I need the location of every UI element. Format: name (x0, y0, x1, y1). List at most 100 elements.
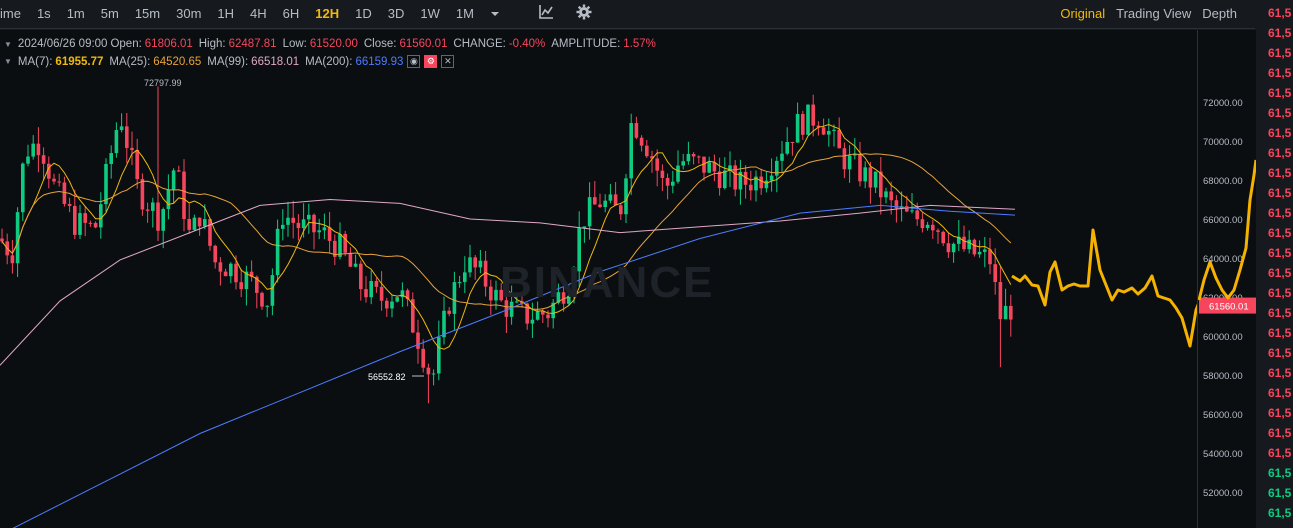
chart-canvas[interactable]: 72797.99 56552.82 (0, 30, 1197, 528)
candle-body (983, 249, 987, 252)
timeframe-15m[interactable]: 15m (134, 6, 161, 21)
candle-body (177, 170, 181, 172)
strip-price: 61,5 (1268, 206, 1292, 220)
candle-body (541, 311, 545, 315)
candle-body (530, 319, 535, 324)
price-tick-label: 68000.00 (1203, 176, 1243, 187)
candle-body (452, 282, 457, 314)
candle-body (291, 217, 295, 223)
tab-original[interactable]: Original (1060, 6, 1106, 21)
timeframe-1m[interactable]: 1M (455, 6, 474, 21)
candlestick-chart[interactable]: 72797.99 56552.82 (0, 30, 1197, 528)
strip-price: 61,5 (1268, 306, 1292, 320)
price-axis[interactable]: 72000.00 70000.00 68000.00 66000.00 64000.00… (1197, 30, 1256, 528)
candle-body (567, 295, 571, 304)
candle-body (619, 205, 623, 215)
toolbar-divider (0, 28, 1255, 29)
candle-body (806, 104, 810, 135)
candle-body (671, 181, 675, 186)
candle-body (925, 224, 930, 229)
candle-body (754, 176, 758, 191)
settings-gear-icon[interactable] (576, 4, 592, 23)
collapse-caret-icon[interactable]: ▼ (4, 39, 12, 49)
candle-body (645, 145, 649, 157)
candle-body (660, 170, 665, 178)
candle-body (842, 148, 847, 170)
candle-body (379, 286, 384, 301)
timeframe-12h[interactable]: 12H (315, 6, 340, 21)
indicator-settings-icon[interactable]: ⚙ (424, 55, 438, 68)
candle-body (151, 202, 155, 211)
candle-body (525, 303, 529, 324)
candle-body (21, 163, 25, 213)
candle-body (301, 219, 306, 229)
candle-body (988, 249, 992, 265)
candle-body (691, 153, 696, 157)
candle-body (145, 209, 150, 211)
collapse-caret-icon[interactable]: ▼ (4, 57, 12, 66)
candle-body (733, 165, 737, 190)
timeframe-30m[interactable]: 30m (176, 6, 202, 21)
tab-trading-view[interactable]: Trading View (1116, 6, 1192, 21)
candle-body (515, 301, 519, 303)
timeframe-1d[interactable]: 1D (355, 6, 372, 21)
candle-body (249, 271, 254, 277)
candle-body (442, 310, 446, 338)
strip-price: 61,5 (1268, 466, 1292, 480)
ma7-value: 61955.77 (55, 55, 104, 68)
candle-body (697, 156, 701, 158)
candle-body (296, 222, 301, 229)
candle-body (1003, 305, 1008, 320)
close-icon[interactable]: ✕ (441, 55, 455, 68)
candle-body (57, 181, 61, 183)
candle-body (421, 348, 425, 368)
candle-body (265, 305, 269, 307)
candle-body (686, 153, 691, 162)
timeframe-1h[interactable]: 1H (217, 6, 235, 21)
candle-body (234, 263, 238, 283)
candle-body (140, 179, 145, 210)
timeframe-5m[interactable]: 5m (100, 6, 119, 21)
candle-body (47, 163, 51, 179)
strip-price: 61,5 (1268, 406, 1292, 420)
candle-body (161, 209, 165, 231)
open-value: 61806.01 (144, 38, 193, 50)
candle-body (494, 289, 498, 301)
candle-body (764, 180, 769, 189)
candle-body (499, 289, 503, 301)
timeframe-ime[interactable]: ime (0, 6, 21, 21)
candle-body (104, 163, 108, 205)
candle-body (650, 156, 654, 159)
candle-body (832, 129, 836, 131)
strip-price: 61,5 (1268, 106, 1292, 120)
candle-body (317, 230, 321, 233)
candle-body (166, 189, 171, 210)
candle-body (322, 227, 327, 231)
candle-body (598, 204, 602, 208)
candle-body (998, 281, 1003, 320)
candle-body (62, 182, 67, 204)
timeframe-4h[interactable]: 4H (250, 6, 267, 21)
candle-body (556, 292, 561, 303)
candle-body (270, 275, 275, 306)
dropdown-caret-icon[interactable] (490, 6, 500, 21)
timeframe-1s[interactable]: 1s (36, 6, 51, 21)
candle-body (785, 142, 789, 154)
change-value: -0.40% (508, 38, 546, 50)
change-label: CHANGE: (453, 38, 506, 50)
candle-body (10, 255, 15, 264)
timeframe-1m[interactable]: 1m (66, 6, 85, 21)
indicator-chart-icon[interactable] (538, 4, 554, 23)
timeframe-6h[interactable]: 6H (282, 6, 300, 21)
candle-body (572, 271, 576, 296)
candle-body (73, 205, 77, 235)
close-label: Close: (363, 38, 397, 50)
candle-body (463, 272, 467, 283)
candle-body (728, 165, 732, 171)
price-tick-label: 52000.00 (1203, 488, 1243, 499)
tab-depth[interactable]: Depth (1202, 6, 1237, 21)
timeframe-1w[interactable]: 1W (420, 6, 440, 21)
timeframe-3d[interactable]: 3D (387, 6, 405, 21)
visibility-eye-icon[interactable]: ◉ (407, 55, 421, 68)
strip-price: 61,5 (1268, 6, 1292, 20)
